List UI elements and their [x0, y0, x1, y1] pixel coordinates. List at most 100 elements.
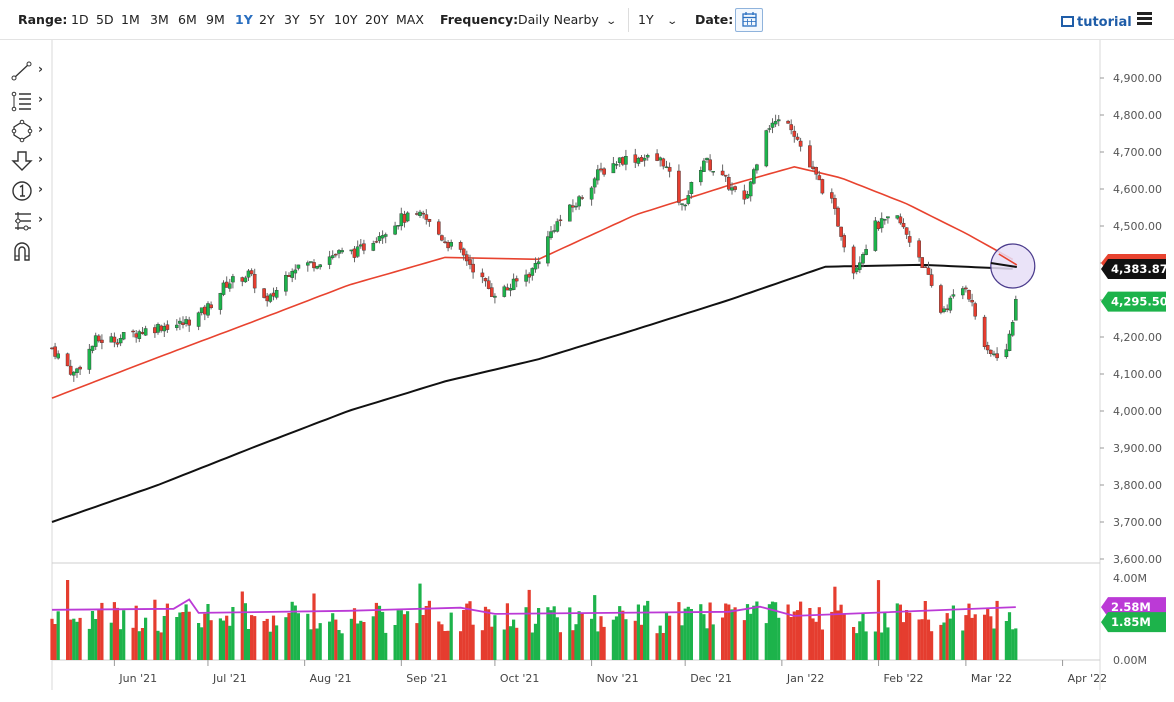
- volume-bar: [602, 626, 606, 660]
- candle-up: [399, 213, 404, 227]
- candle-down: [287, 275, 291, 278]
- volume-bar: [515, 627, 519, 660]
- frequency-dropdown[interactable]: Daily Nearby ⌄: [518, 12, 617, 27]
- period-dropdown[interactable]: 1Y ⌄: [638, 12, 678, 27]
- candle-down: [468, 259, 472, 265]
- volume-bar: [618, 606, 622, 660]
- volume-bar: [833, 586, 837, 660]
- candle-down: [471, 263, 475, 273]
- volume-bar: [206, 604, 210, 660]
- volume-bar: [852, 627, 856, 660]
- pattern-tool-button[interactable]: ›: [8, 206, 48, 236]
- range-button-1m[interactable]: 1M: [121, 12, 140, 27]
- candle-up: [1007, 333, 1012, 351]
- volume-bar: [290, 601, 294, 660]
- volume-bar: [140, 628, 145, 660]
- volume-bar: [340, 633, 344, 660]
- candle-up: [895, 215, 900, 219]
- annotation-tool-icon: [12, 181, 32, 201]
- candle-down: [621, 157, 625, 165]
- y-tick-label: 3,700.00: [1113, 516, 1162, 529]
- volume-bar: [611, 619, 615, 660]
- volume-bar: [231, 607, 235, 660]
- candle-up: [702, 160, 706, 172]
- volume-bar: [708, 602, 712, 660]
- candle-up: [121, 332, 126, 340]
- range-button-20y[interactable]: 20Y: [365, 12, 389, 27]
- volume-bar: [446, 630, 450, 660]
- candle-up: [87, 348, 92, 370]
- chevron-right-icon: ›: [38, 62, 43, 76]
- date-picker-button[interactable]: [735, 8, 763, 32]
- frequency-label: Frequency:: [440, 12, 519, 27]
- volume-bar: [1007, 612, 1012, 660]
- range-button-10y[interactable]: 10Y: [334, 12, 358, 27]
- volume-bar: [402, 614, 407, 660]
- candle-up: [162, 326, 167, 332]
- volume-bar: [923, 601, 927, 660]
- frequency-value: Daily Nearby: [518, 12, 599, 27]
- candle-down: [580, 197, 584, 199]
- candle-down: [820, 179, 825, 194]
- tutorial-label: tutorial: [1077, 15, 1132, 30]
- candle-up: [745, 193, 750, 199]
- arrow-tool-button[interactable]: ›: [8, 146, 48, 176]
- candle-up: [886, 216, 890, 219]
- volume-bar: [396, 610, 400, 660]
- ma50-line-segment: [998, 253, 1018, 266]
- candle-down: [667, 167, 672, 172]
- volume-last-tag: 1.85M: [1111, 615, 1151, 629]
- x-tick-label: Dec '21: [690, 672, 732, 685]
- range-button-max[interactable]: MAX: [396, 12, 424, 27]
- period-value: 1Y: [638, 12, 654, 27]
- candle-up: [645, 154, 650, 158]
- candle-up: [614, 164, 619, 166]
- y-tick-label: 4,500.00: [1113, 220, 1162, 233]
- candle-up: [143, 328, 148, 336]
- range-button-3m[interactable]: 3M: [150, 12, 169, 27]
- volume-bar: [733, 607, 737, 660]
- candle-up: [274, 290, 279, 298]
- annotation-tool-button[interactable]: ›: [8, 176, 48, 206]
- range-button-6m[interactable]: 6M: [178, 12, 197, 27]
- volume-bar: [537, 608, 541, 660]
- candle-down: [811, 166, 815, 169]
- candle-down: [240, 277, 245, 282]
- candle-down: [312, 262, 316, 269]
- volume-bar: [362, 622, 366, 660]
- range-button-1d[interactable]: 1D: [71, 12, 89, 27]
- volume-bar: [349, 618, 353, 660]
- candle-up: [689, 181, 694, 194]
- candle-down: [50, 347, 54, 350]
- fibonacci-tool-button[interactable]: ›: [8, 86, 48, 116]
- candle-down: [187, 319, 192, 326]
- candle-down: [140, 332, 145, 334]
- volume-bar: [165, 603, 169, 660]
- hamburger-menu-icon[interactable]: [1137, 12, 1152, 26]
- range-button-5d[interactable]: 5D: [96, 12, 114, 27]
- volume-bar: [119, 629, 123, 660]
- volume-bar: [839, 604, 843, 660]
- candle-up: [196, 312, 201, 327]
- range-button-9m[interactable]: 9M: [206, 12, 225, 27]
- volume-bar: [814, 621, 818, 660]
- divider: [628, 8, 629, 32]
- candle-up: [246, 270, 251, 278]
- range-button-2y[interactable]: 2Y: [259, 12, 275, 27]
- magnet-tool-button[interactable]: [8, 236, 48, 266]
- volume-bar: [873, 631, 877, 660]
- volume-bar: [568, 607, 572, 660]
- range-button-5y[interactable]: 5Y: [309, 12, 325, 27]
- range-button-3y[interactable]: 3Y: [284, 12, 300, 27]
- volume-bar: [721, 617, 725, 660]
- candle-down: [334, 253, 338, 256]
- volume-bar: [462, 610, 466, 660]
- volume-bar: [668, 615, 672, 660]
- tutorial-link[interactable]: tutorial: [1061, 15, 1132, 30]
- shape-tool-button[interactable]: ›: [8, 116, 48, 146]
- line-tool-button[interactable]: ›: [8, 56, 48, 86]
- candle-up: [951, 294, 956, 297]
- volume-bar: [530, 632, 534, 660]
- range-button-1y[interactable]: 1Y: [235, 12, 253, 27]
